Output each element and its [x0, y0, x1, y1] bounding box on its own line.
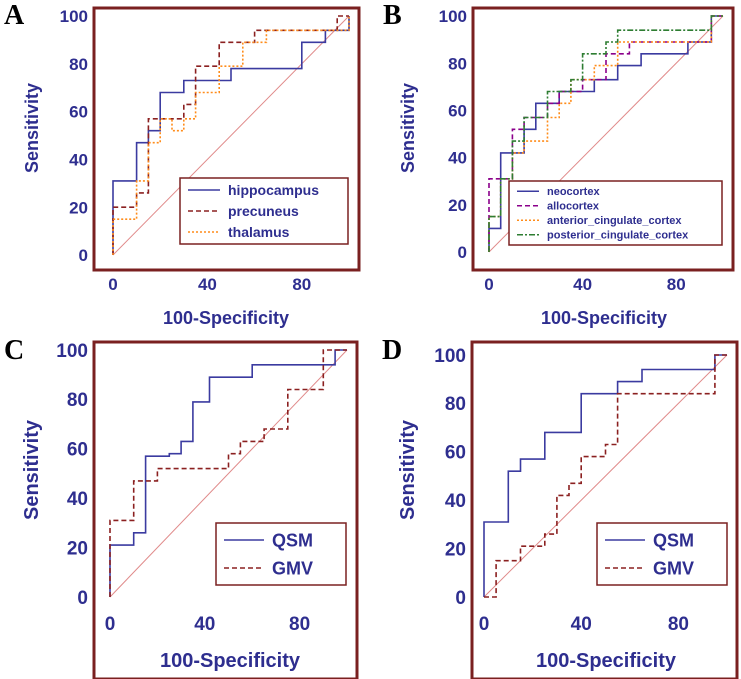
y-tick-label: 80 [445, 394, 466, 415]
panel-letter: C [4, 335, 24, 366]
x-tick-label: 0 [108, 275, 117, 294]
legend: hippocampus precuneus thalamus [179, 177, 349, 245]
x-tick-label: 40 [194, 614, 215, 635]
legend-label: thalamus [228, 224, 290, 240]
legend-box [596, 522, 728, 586]
y-tick-label: 100 [60, 7, 88, 26]
x-tick-label: 0 [105, 614, 116, 635]
legend-box [508, 180, 723, 246]
reference-diagonal [483, 354, 728, 598]
y-tick-label: 20 [67, 538, 88, 559]
y-tick-label: 100 [434, 346, 466, 367]
x-axis-title: 100-Specificity [541, 308, 667, 328]
legend-label: posterior_cingulate_cortex [547, 230, 689, 242]
y-tick-label: 40 [445, 491, 466, 512]
series-line-thalamus [112, 16, 350, 255]
y-tick-label: 80 [69, 55, 88, 74]
y-tick-label: 60 [448, 102, 467, 121]
y-tick-label: 60 [69, 103, 88, 122]
panel-letter: B [383, 0, 402, 31]
series-line-qsm [109, 349, 347, 597]
x-axis-title: 100-Specificity [160, 650, 301, 672]
legend: QSM GMV [215, 522, 347, 586]
series-line-gmv [484, 354, 727, 598]
y-axis-title: Sensitivity [22, 83, 42, 173]
y-tick-label: 0 [77, 588, 88, 609]
series-line-gmv [109, 349, 347, 597]
legend-label: precuneus [228, 203, 299, 219]
x-tick-label: 40 [571, 614, 592, 635]
panel-letter: A [4, 0, 25, 31]
legend: neocortex allocortex anterior_cingulate_co… [508, 180, 723, 246]
y-tick-label: 60 [445, 443, 466, 464]
x-tick-label: 80 [667, 275, 686, 294]
y-tick-label: 0 [79, 246, 88, 265]
plot-frame [471, 6, 735, 272]
x-tick-label: 0 [479, 614, 490, 635]
x-axis-title: 100-Specificity [163, 308, 289, 328]
x-tick-label: 80 [668, 614, 689, 635]
plot-frame [470, 340, 739, 679]
series-line-precuneus [112, 15, 349, 255]
y-tick-label: 80 [448, 54, 467, 73]
x-tick-label: 40 [573, 275, 592, 294]
x-tick-label: 40 [198, 275, 217, 294]
panel-d: D 0 20 40 60 80 100 0 40 80 100-Specificity Sensiti… [382, 335, 739, 679]
y-tick-label: 20 [445, 539, 466, 560]
legend-label: GMV [272, 558, 313, 578]
x-tick-label: 80 [292, 275, 311, 294]
x-axis-title: 100-Specificity [536, 650, 677, 672]
series-line-allocortex [488, 15, 723, 252]
y-tick-label: 0 [458, 243, 467, 262]
legend-box [215, 522, 347, 586]
series-line-hippocampus [112, 16, 350, 255]
reference-diagonal [109, 349, 348, 598]
y-tick-label: 100 [56, 341, 88, 362]
y-axis-title: Sensitivity [397, 419, 419, 520]
series-line-neocortex [488, 15, 723, 252]
x-tick-label: 80 [289, 614, 310, 635]
legend: QSM GMV [596, 522, 728, 586]
x-tick-label: 0 [484, 275, 493, 294]
y-tick-label: 80 [67, 390, 88, 411]
legend-label: QSM [272, 530, 313, 550]
legend-label: allocortex [547, 201, 600, 213]
panel-c: C 0 20 40 60 80 100 0 40 80 100-Specificity Sensiti… [4, 335, 359, 679]
legend-label: QSM [653, 530, 694, 550]
reference-diagonal [112, 15, 350, 256]
y-tick-label: 100 [439, 7, 467, 26]
y-tick-label: 20 [448, 196, 467, 215]
y-tick-label: 40 [448, 149, 467, 168]
legend-label: neocortex [547, 186, 600, 198]
plot-frame [92, 340, 359, 679]
series-line-qsm [483, 354, 727, 597]
y-tick-label: 0 [455, 588, 466, 609]
plot-frame [92, 6, 361, 272]
y-tick-label: 40 [69, 151, 88, 170]
y-tick-label: 40 [67, 489, 88, 510]
panel-letter: D [382, 335, 402, 366]
y-tick-label: 20 [69, 198, 88, 217]
y-tick-label: 60 [67, 440, 88, 461]
series-line-posterior_cingulate_cortex [488, 15, 723, 252]
legend-label: anterior_cingulate_cortex [547, 215, 682, 227]
legend-label: GMV [653, 558, 694, 578]
y-axis-title: Sensitivity [398, 83, 418, 173]
legend-label: hippocampus [228, 182, 319, 198]
y-axis-title: Sensitivity [21, 419, 43, 520]
